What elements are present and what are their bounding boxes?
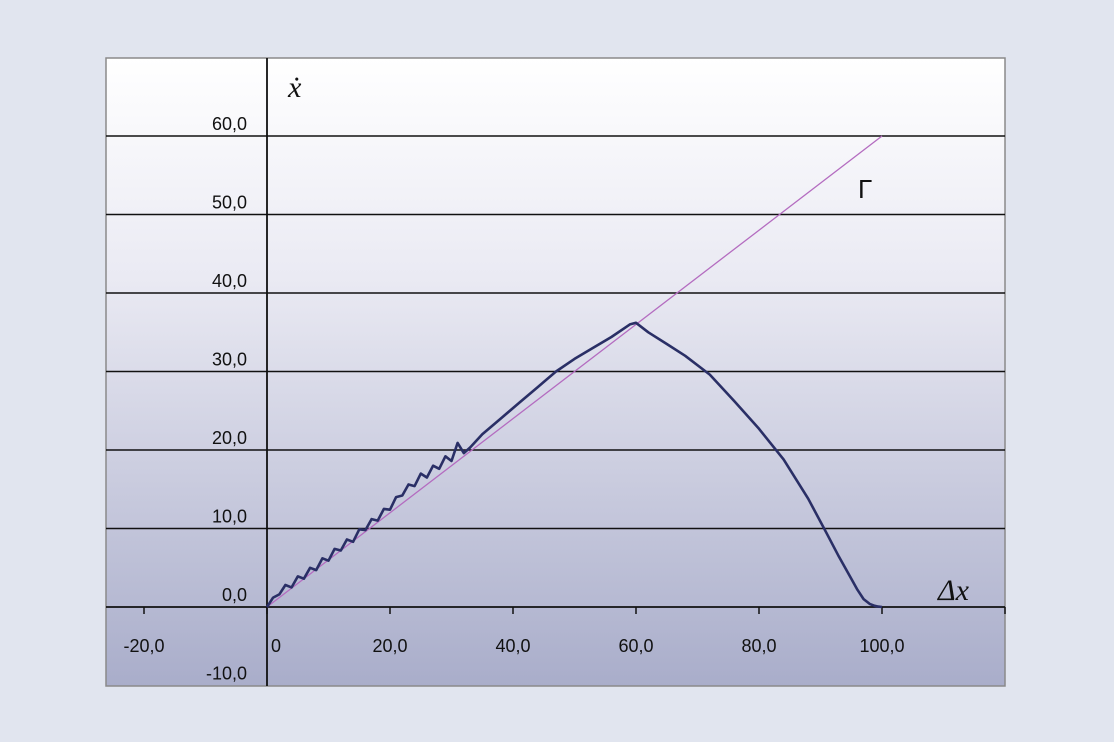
y-tick-label: 60,0: [212, 114, 247, 134]
x-tick-label: -20,0: [123, 636, 164, 656]
gamma-annotation: Γ: [858, 174, 872, 204]
x-tick-label: 40,0: [495, 636, 530, 656]
y-tick-label: 10,0: [212, 507, 247, 527]
y-tick-label: -10,0: [206, 664, 247, 684]
x-tick-label: 0: [271, 636, 281, 656]
x-axis-title: Δx: [937, 574, 970, 607]
x-tick-label: 60,0: [618, 636, 653, 656]
y-tick-label: 20,0: [212, 428, 247, 448]
x-tick-label: 20,0: [372, 636, 407, 656]
y-tick-label: 40,0: [212, 271, 247, 291]
x-tick-label: 80,0: [741, 636, 776, 656]
y-tick-label: 0,0: [222, 585, 247, 605]
y-tick-label: 50,0: [212, 193, 247, 213]
series-gamma-line: [266, 135, 883, 608]
y-axis-title: ẋ: [287, 71, 302, 104]
series-trajectory-line: [265, 321, 883, 609]
x-tick-label: 100,0: [859, 636, 904, 656]
y-tick-label: 30,0: [212, 350, 247, 370]
